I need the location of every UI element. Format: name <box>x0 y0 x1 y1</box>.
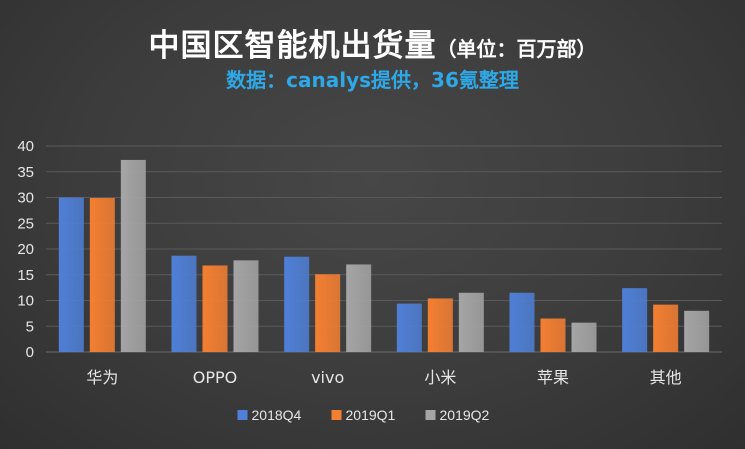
y-tick-label: 40 <box>17 138 34 155</box>
bar-2019Q2-小米 <box>458 292 484 352</box>
bar-2019Q2-华为 <box>120 159 146 352</box>
y-tick-label: 30 <box>17 190 34 207</box>
x-category-label: 小米 <box>424 368 456 387</box>
chart-title-unit: （单位：百万部） <box>436 37 597 61</box>
y-tick-label: 20 <box>17 241 34 258</box>
chart-title-main: 中国区智能机出货量 <box>148 28 437 64</box>
bar-2019Q1-华为 <box>89 198 115 352</box>
x-category-label: 苹果 <box>537 368 569 387</box>
bar-2018Q4-其他 <box>622 288 648 352</box>
y-tick-label: 5 <box>26 318 34 335</box>
bar-2018Q4-华为 <box>58 197 84 352</box>
y-tick-label: 10 <box>17 293 34 310</box>
bar-2019Q1-vivo <box>315 274 341 352</box>
bar-2019Q2-vivo <box>346 264 372 352</box>
bar-2018Q4-小米 <box>396 303 422 352</box>
x-category-label: 其他 <box>650 368 682 387</box>
legend-label-2019Q2: 2019Q2 <box>440 407 490 423</box>
chart-title: 中国区智能机出货量（单位：百万部） <box>0 20 745 65</box>
legend-swatch-2019Q1 <box>331 410 342 420</box>
bar-2019Q1-小米 <box>427 298 453 352</box>
legend-label-2018Q4: 2018Q4 <box>252 407 302 423</box>
bar-2018Q4-OPPO <box>171 255 197 352</box>
bar-2019Q2-苹果 <box>571 322 597 352</box>
x-category-label: 华为 <box>86 368 118 387</box>
legend-label-2019Q1: 2019Q1 <box>346 407 396 423</box>
x-category-label: vivo <box>311 368 344 387</box>
bar-2019Q1-OPPO <box>202 265 228 352</box>
legend-swatch-2018Q4 <box>237 410 248 420</box>
y-tick-label: 25 <box>17 215 34 232</box>
bar-2018Q4-vivo <box>284 256 310 352</box>
bar-2019Q1-其他 <box>653 304 679 352</box>
bar-2019Q2-OPPO <box>233 260 259 352</box>
bar-2019Q2-其他 <box>684 310 710 352</box>
x-category-label: OPPO <box>193 368 237 387</box>
chart-subtitle: 数据：canalys提供，36氪整理 <box>226 68 519 92</box>
bar-2019Q1-苹果 <box>540 318 566 352</box>
bar-2018Q4-苹果 <box>509 292 535 352</box>
y-tick-label: 15 <box>17 267 34 284</box>
y-tick-label: 0 <box>26 344 34 361</box>
legend-swatch-2019Q2 <box>425 410 436 420</box>
y-tick-label: 35 <box>17 164 34 181</box>
